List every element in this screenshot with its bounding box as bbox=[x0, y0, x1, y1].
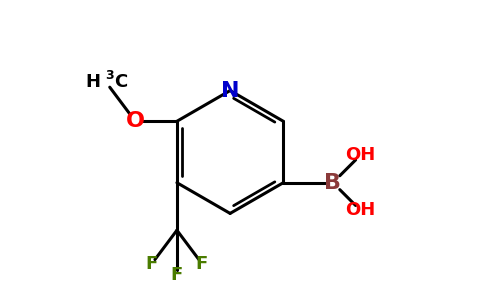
Text: C: C bbox=[115, 73, 128, 91]
Text: F: F bbox=[146, 254, 158, 272]
Text: O: O bbox=[126, 111, 145, 131]
Text: 3: 3 bbox=[106, 69, 114, 82]
Text: F: F bbox=[171, 266, 183, 284]
Text: F: F bbox=[196, 254, 208, 272]
Text: N: N bbox=[221, 81, 240, 100]
Text: OH: OH bbox=[346, 146, 376, 164]
Text: H: H bbox=[86, 73, 101, 91]
Text: OH: OH bbox=[346, 201, 376, 219]
Text: B: B bbox=[324, 173, 341, 193]
